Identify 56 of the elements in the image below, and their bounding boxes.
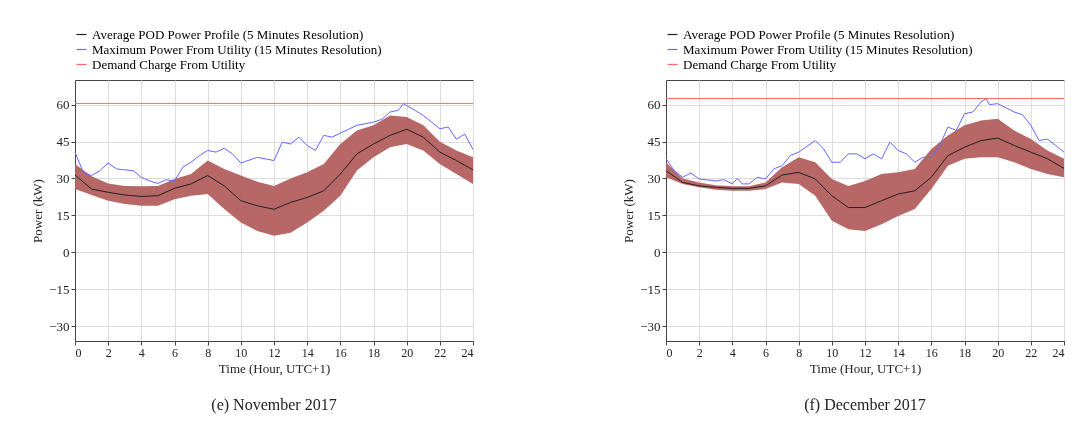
y-axis-title: Power (kW) [621,179,637,243]
x-tick-label: 24 [461,345,474,360]
x-tick-label: 22 [434,345,447,360]
x-tick-label: 12 [268,345,281,360]
line-series [74,128,474,210]
y-tick-label: 60 [56,97,70,113]
x-tick-label: 16 [334,345,347,360]
text: (f) December 2017 [804,396,926,414]
x-tick-label: 0 [75,345,82,360]
x-tick-label: 6 [172,345,178,360]
legend-label: Maximum Power From Utility (15 Minutes Resolution) [92,41,382,57]
x-tick-label: 14 [892,345,905,360]
x-tick-label: 10 [826,345,839,360]
legend-label: Maximum Power From Utility (15 Minutes Resolution) [683,41,973,57]
y-tick-label: −30 [49,318,70,334]
x-tick-label: 18 [368,345,380,360]
x-tick-label: 4 [138,345,145,360]
x-tick-label: 8 [205,345,212,360]
x-tick-label: 8 [796,345,803,360]
y-tick-label: −15 [49,281,70,297]
y-tick-label: 15 [647,207,661,223]
y-tick-label: 45 [647,134,661,150]
x-tick-label: 22 [1025,345,1038,360]
y-tick-label: 60 [647,97,661,113]
y-tick-label: 0 [654,244,661,260]
x-tick-label: 2 [105,345,112,360]
y-tick-label: 45 [56,134,70,150]
x-tick-label: 18 [959,345,971,360]
x-tick-label: 2 [696,345,703,360]
x-tick-label: 24 [1052,345,1065,360]
x-tick-label: 10 [235,345,248,360]
x-tick-label: 20 [401,345,414,360]
y-tick-label: 0 [63,244,70,260]
y-tick-label: 30 [56,170,70,186]
x-axis-title: Time (Hour, UTC+1) [218,360,331,376]
x-tick-label: 20 [992,345,1005,360]
y-tick-label: 15 [56,207,70,223]
line-series [665,98,1065,185]
x-tick-label: 12 [859,345,872,360]
x-tick-label: 0 [666,345,673,360]
y-axis-title: Power (kW) [30,179,46,243]
line-series [74,103,474,184]
line-series [665,137,1065,209]
legend-label: Demand Charge From Utility [92,56,246,72]
legend-label: Average POD Power Profile (5 Minutes Resolution) [683,26,955,42]
x-tick-label: 14 [301,345,314,360]
y-tick-label: −15 [640,281,661,297]
x-tick-label: 16 [925,345,938,360]
y-tick-label: −30 [640,318,661,334]
text: (e) November 2017 [211,396,337,414]
legend-label: Average POD Power Profile (5 Minutes Resolution) [92,26,364,42]
x-axis-title: Time (Hour, UTC+1) [809,360,922,376]
x-tick-label: 6 [763,345,769,360]
y-tick-label: 30 [647,170,661,186]
legend-label: Demand Charge From Utility [683,56,837,72]
x-tick-label: 4 [729,345,736,360]
